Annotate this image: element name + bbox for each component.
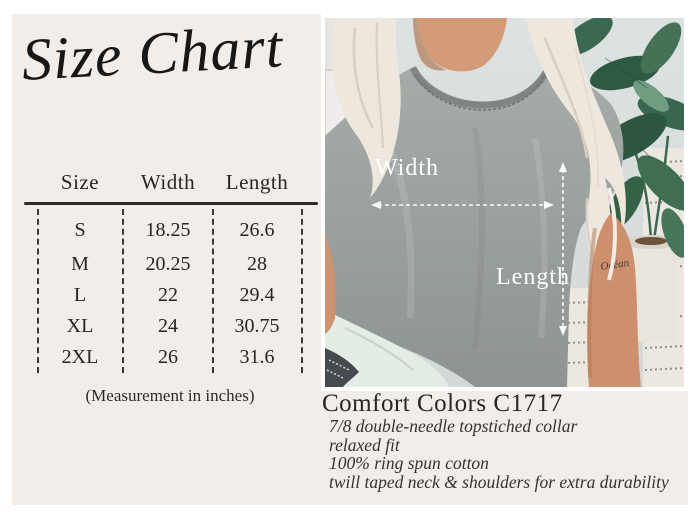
table-cell-length: 29.4: [239, 284, 275, 306]
table-cell-length: 31.6: [239, 346, 275, 368]
table-cell-length: 30.75: [234, 315, 280, 337]
measurement-note: (Measurement in inches): [85, 386, 255, 405]
jeans: [325, 310, 449, 387]
tattoo-text: Océan: [600, 257, 631, 273]
product-features: 7/8 double-needle topstiched collar rela…: [329, 417, 689, 491]
product-photo: Océan Width Length: [325, 18, 684, 387]
width-arrow: [371, 201, 554, 209]
table-cell-length: 28: [247, 253, 267, 275]
table-cell-size: L: [73, 284, 87, 306]
product-name: Comfort Colors C1717: [322, 390, 563, 417]
col-header-width: Width: [140, 170, 196, 194]
person-neck: [413, 18, 507, 72]
left-arm: [325, 233, 336, 334]
table-divider: [37, 209, 39, 373]
length-label: Length: [496, 264, 570, 290]
feature-item: twill taped neck & shoulders for extra d…: [329, 471, 669, 492]
table-cell-length: 26.6: [239, 219, 275, 241]
photo-illustration: Océan Width Length: [325, 18, 684, 387]
blonde-hair: [331, 18, 626, 273]
gray-tshirt: [325, 64, 624, 387]
table-cell-size: XL: [66, 315, 94, 337]
right-arm: Océan: [587, 187, 641, 387]
size-table: Size Width Length S 18.25 26.6 M 20.25 2…: [24, 168, 318, 378]
feature-item: 7/8 double-needle topstiched collar: [329, 416, 578, 436]
col-header-size: Size: [60, 170, 100, 194]
table-cell-size: M: [71, 253, 89, 275]
table-cell-width: 24: [158, 315, 178, 337]
product-photo-frame: Océan Width Length: [321, 14, 688, 391]
length-arrow: [559, 162, 567, 336]
table-divider: [212, 209, 214, 373]
knit-blanket: [325, 348, 359, 387]
width-label: Width: [375, 155, 439, 181]
table-cell-width: 26: [158, 346, 178, 368]
table-cell-size: S: [74, 219, 86, 241]
table-divider: [122, 209, 124, 373]
table-header-rule: [24, 202, 318, 205]
hair-strand: [607, 187, 617, 281]
table-cell-width: 22: [158, 284, 178, 306]
col-header-length: Length: [225, 170, 289, 194]
table-divider: [301, 209, 303, 373]
feature-item: 100% ring spun cotton: [329, 453, 489, 474]
table-cell-width: 18.25: [145, 219, 191, 241]
table-cell-width: 20.25: [145, 253, 191, 275]
feature-item: relaxed fit: [329, 434, 400, 455]
table-cell-size: 2XL: [61, 346, 99, 368]
collar: [409, 64, 553, 109]
